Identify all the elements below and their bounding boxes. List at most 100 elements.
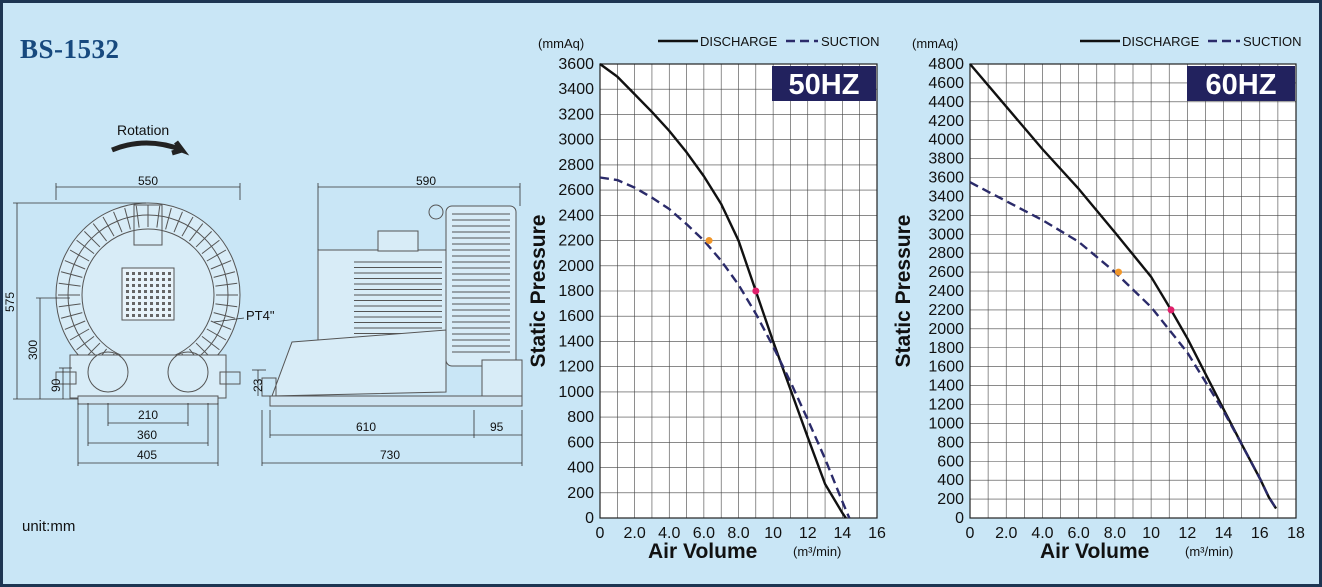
y-tick-label: 3000 bbox=[558, 132, 594, 149]
x-unit-label: (m³/min) bbox=[793, 544, 841, 559]
x-tick-label: 6.0 bbox=[1068, 525, 1090, 542]
x-tick-label: 4.0 bbox=[658, 525, 680, 542]
y-tick-label: 2000 bbox=[558, 258, 594, 275]
plot-border bbox=[599, 63, 878, 519]
dim-side-length: 590 bbox=[416, 174, 436, 188]
x-tick-label: 2.0 bbox=[995, 525, 1017, 542]
unit-note: unit:mm bbox=[22, 518, 76, 535]
x-tick-label: 4.0 bbox=[1031, 525, 1053, 542]
plot-border bbox=[969, 63, 1297, 519]
y-tick-label: 1200 bbox=[558, 359, 594, 376]
y-axis-label: Static Pressure bbox=[892, 215, 915, 368]
y-tick-label: 200 bbox=[567, 485, 594, 502]
y-tick-label: 3400 bbox=[558, 81, 594, 98]
dim-side-base-length: 730 bbox=[380, 448, 400, 462]
x-tick-label: 0 bbox=[966, 525, 975, 542]
y-tick-label: 4800 bbox=[928, 56, 964, 73]
operating-point-orange bbox=[1115, 268, 1123, 276]
dimension-labels: Rotation 550 590 575 300 90 210 360 405 … bbox=[3, 122, 504, 462]
y-tick-label: 2000 bbox=[928, 321, 964, 338]
y-tick-label: 4200 bbox=[928, 113, 964, 130]
dim-side-foot-length: 610 bbox=[356, 420, 376, 434]
x-tick-label: 16 bbox=[1251, 525, 1269, 542]
frequency-badge bbox=[772, 66, 876, 101]
y-tick-label: 3000 bbox=[928, 226, 964, 243]
y-tick-label: 1600 bbox=[558, 308, 594, 325]
y-tick-label: 4400 bbox=[928, 94, 964, 111]
dim-foot-height: 90 bbox=[49, 378, 63, 392]
frequency-badge-label: 60HZ bbox=[1206, 69, 1277, 101]
y-unit-label: (mmAq) bbox=[912, 36, 958, 51]
dim-side-overhang: 95 bbox=[490, 420, 504, 434]
x-tick-label: 6.0 bbox=[693, 525, 715, 542]
x-tick-label: 12 bbox=[799, 525, 817, 542]
y-axis-label: Static Pressure bbox=[527, 215, 550, 368]
x-axis-label: Air Volume bbox=[648, 540, 757, 563]
frequency-badge-label: 50HZ bbox=[789, 69, 860, 101]
y-tick-label: 400 bbox=[567, 460, 594, 477]
x-tick-label: 10 bbox=[1142, 525, 1160, 542]
y-tick-label: 2200 bbox=[558, 233, 594, 250]
y-tick-label: 200 bbox=[937, 491, 964, 508]
suction-curve bbox=[599, 176, 851, 519]
y-tick-label: 600 bbox=[937, 453, 964, 470]
y-tick-label: 3400 bbox=[928, 188, 964, 205]
x-tick-label: 10 bbox=[764, 525, 782, 542]
dim-axis-height: 300 bbox=[26, 340, 40, 360]
dim-front-width: 550 bbox=[138, 174, 158, 188]
y-tick-label: 3800 bbox=[928, 151, 964, 168]
model-title: BS-1532 bbox=[20, 34, 120, 64]
x-tick-label: 2.0 bbox=[624, 525, 646, 542]
y-tick-label: 0 bbox=[955, 510, 964, 527]
y-tick-label: 1000 bbox=[928, 415, 964, 432]
x-unit-label: (m³/min) bbox=[1185, 544, 1233, 559]
y-tick-label: 2800 bbox=[558, 157, 594, 174]
dim-base-width: 405 bbox=[137, 448, 157, 462]
y-tick-label: 4600 bbox=[928, 75, 964, 92]
y-tick-label: 2600 bbox=[558, 182, 594, 199]
y-tick-label: 2800 bbox=[928, 245, 964, 262]
legend-discharge-label: DISCHARGE bbox=[1122, 34, 1200, 49]
y-tick-label: 600 bbox=[567, 434, 594, 451]
x-tick-label: 8.0 bbox=[727, 525, 749, 542]
x-tick-label: 12 bbox=[1178, 525, 1196, 542]
discharge-curve bbox=[599, 63, 847, 519]
y-tick-label: 1000 bbox=[558, 384, 594, 401]
x-tick-label: 18 bbox=[1287, 525, 1305, 542]
y-tick-label: 800 bbox=[567, 409, 594, 426]
y-tick-label: 3200 bbox=[928, 207, 964, 224]
y-unit-label: (mmAq) bbox=[538, 36, 584, 51]
side-view bbox=[261, 204, 523, 407]
y-tick-label: 1600 bbox=[928, 359, 964, 376]
x-tick-label: 0 bbox=[596, 525, 605, 542]
blower-drawing: Rotation 550 590 575 300 90 210 360 405 … bbox=[3, 122, 523, 466]
y-tick-label: 400 bbox=[937, 472, 964, 489]
y-tick-label: 2600 bbox=[928, 264, 964, 281]
y-tick-label: 3600 bbox=[928, 170, 964, 187]
legend-suction-label: SUCTION bbox=[821, 34, 880, 49]
operating-point-magenta bbox=[1167, 306, 1175, 314]
frequency-badge bbox=[1187, 66, 1295, 101]
y-tick-label: 4000 bbox=[928, 132, 964, 149]
dim-flange-height: 23 bbox=[251, 378, 265, 392]
y-tick-label: 1400 bbox=[928, 378, 964, 395]
y-tick-label: 1800 bbox=[558, 283, 594, 300]
rotation-label: Rotation bbox=[117, 122, 169, 138]
dim-foot-span-mid: 360 bbox=[137, 428, 157, 442]
x-tick-label: 14 bbox=[1215, 525, 1233, 542]
port-label: PT4" bbox=[246, 308, 275, 323]
y-tick-label: 3200 bbox=[558, 106, 594, 123]
y-tick-label: 800 bbox=[937, 434, 964, 451]
y-tick-label: 0 bbox=[585, 510, 594, 527]
dim-overall-height: 575 bbox=[3, 292, 17, 312]
suction-curve bbox=[969, 181, 1278, 510]
rotation-arrow-icon bbox=[111, 140, 190, 156]
dimension-lines bbox=[13, 183, 523, 466]
y-tick-label: 1200 bbox=[928, 397, 964, 414]
y-tick-label: 2200 bbox=[928, 302, 964, 319]
y-tick-label: 2400 bbox=[928, 283, 964, 300]
x-tick-label: 16 bbox=[868, 525, 886, 542]
operating-point-orange bbox=[705, 237, 713, 245]
